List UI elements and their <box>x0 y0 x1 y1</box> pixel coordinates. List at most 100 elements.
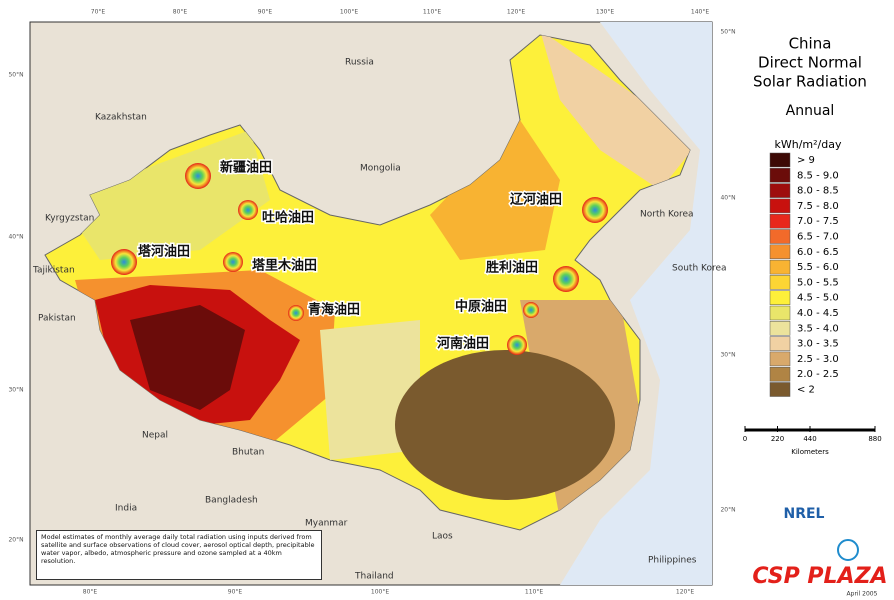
legend-swatch <box>769 168 791 183</box>
legend-swatch <box>769 290 791 305</box>
legend-swatch <box>769 321 791 336</box>
legend-swatch <box>769 382 791 397</box>
longitude-label: 110°E <box>423 9 441 16</box>
date: April 2005 <box>847 591 878 598</box>
legend-label: 3.0 - 3.5 <box>797 339 839 350</box>
legend-label: 4.0 - 4.5 <box>797 308 839 319</box>
logo: NREL <box>784 506 825 522</box>
watermark: CSP PLAZA <box>752 564 887 589</box>
oil-field-marker <box>238 200 258 220</box>
latitude-label: 30°N <box>720 352 735 359</box>
oil-field-label: 新疆油田 <box>220 160 272 176</box>
legend-label: 7.0 - 7.5 <box>797 216 839 227</box>
title-line: Solar Radiation <box>753 73 867 91</box>
oil-field-marker <box>111 249 137 275</box>
legend-label: 2.0 - 2.5 <box>797 369 839 380</box>
legend-swatch <box>769 366 791 382</box>
scale-label: 0 <box>743 435 747 443</box>
country-label: Russia <box>345 58 374 68</box>
oil-field-marker <box>523 302 539 318</box>
oil-field-marker <box>553 266 579 292</box>
legend-label: 2.5 - 3.0 <box>797 354 839 365</box>
title-line: China <box>789 35 832 53</box>
scale-unit: Kilometers <box>791 448 829 456</box>
oil-field-label: 胜利油田 <box>486 260 538 276</box>
oil-field-label: 中原油田 <box>455 299 507 315</box>
country-label: Kazakhstan <box>95 113 147 123</box>
country-label: South Korea <box>672 264 727 274</box>
period: Annual <box>786 103 835 119</box>
legend-panel: China Direct Normal Solar Radiation Annu… <box>743 35 888 598</box>
legend-label: 5.5 - 6.0 <box>797 262 839 273</box>
legend-swatch <box>769 183 791 198</box>
latitude-label: 40°N <box>720 195 735 202</box>
longitude-label: 70°E <box>91 9 106 16</box>
legend-swatch <box>769 213 791 229</box>
legend-label: 8.0 - 8.5 <box>797 186 839 197</box>
country-label: Pakistan <box>38 314 76 324</box>
oil-field-label: 辽河油田 <box>510 192 562 208</box>
country-label: Tajikistan <box>32 266 75 276</box>
legend-label: 6.0 - 6.5 <box>797 247 839 258</box>
country-label: North Korea <box>640 210 694 220</box>
oil-field-marker <box>223 252 243 272</box>
legend-label: > 9 <box>797 155 815 166</box>
longitude-label: 130°E <box>596 9 614 16</box>
legend-swatch <box>769 152 791 168</box>
country-label: Bangladesh <box>205 496 258 506</box>
country-label: Myanmar <box>305 519 348 529</box>
oil-field-marker <box>582 197 608 223</box>
legend-label: 5.0 - 5.5 <box>797 277 839 288</box>
legend-label: 8.5 - 9.0 <box>797 170 839 181</box>
legend-label: 3.5 - 4.0 <box>797 323 839 334</box>
longitude-label: 110°E <box>525 589 543 596</box>
legend-swatch <box>769 275 791 290</box>
legend-swatch <box>769 336 791 351</box>
oil-field-label: 吐哈油田 <box>262 210 314 226</box>
legend-swatch <box>769 244 791 260</box>
country-label: India <box>115 504 137 514</box>
unit: kWh/m²/day <box>775 138 842 151</box>
legend-label: 6.5 - 7.0 <box>797 232 839 243</box>
latitude-label: 50°N <box>720 29 735 36</box>
legend-label: < 2 <box>797 385 815 396</box>
longitude-label: 100°E <box>371 589 389 596</box>
oil-field-marker <box>288 305 304 321</box>
oil-field-label: 河南油田 <box>437 336 489 352</box>
longitude-label: 140°E <box>691 9 709 16</box>
latitude-label: 30°N <box>8 387 23 394</box>
longitude-label: 90°E <box>258 9 273 16</box>
latitude-label: 50°N <box>8 72 23 79</box>
oil-field-label: 塔河油田 <box>138 244 190 260</box>
oil-field-marker <box>507 335 527 355</box>
legend-swatch <box>769 259 791 275</box>
longitude-label: 100°E <box>340 9 358 16</box>
country-label: Laos <box>432 532 453 542</box>
legend-swatch <box>769 198 791 214</box>
oil-field-label: 塔里木油田 <box>252 258 317 274</box>
scale-label: 880 <box>868 435 881 443</box>
longitude-label: 80°E <box>173 9 188 16</box>
sea <box>560 22 712 585</box>
scale-label: 440 <box>803 435 816 443</box>
country-label: Bhutan <box>232 448 264 458</box>
country-label: Nepal <box>142 431 168 441</box>
country-label: Mongolia <box>360 164 401 174</box>
oil-field-marker <box>185 163 211 189</box>
legend-swatch <box>769 229 791 244</box>
scale-label: 220 <box>771 435 784 443</box>
legend-swatch <box>769 305 791 321</box>
longitude-label: 80°E <box>83 589 98 596</box>
longitude-label: 120°E <box>676 589 694 596</box>
note: Model estimates of monthly average daily… <box>36 530 322 580</box>
oil-field-label: 青海油田 <box>308 302 360 318</box>
country-label: Thailand <box>354 572 394 582</box>
latitude-label: 40°N <box>8 234 23 241</box>
legend-label: 4.5 - 5.0 <box>797 293 839 304</box>
title-line: Direct Normal <box>758 54 862 72</box>
longitude-label: 120°E <box>507 9 525 16</box>
country-label: Philippines <box>648 556 697 566</box>
latitude-label: 20°N <box>720 507 735 514</box>
